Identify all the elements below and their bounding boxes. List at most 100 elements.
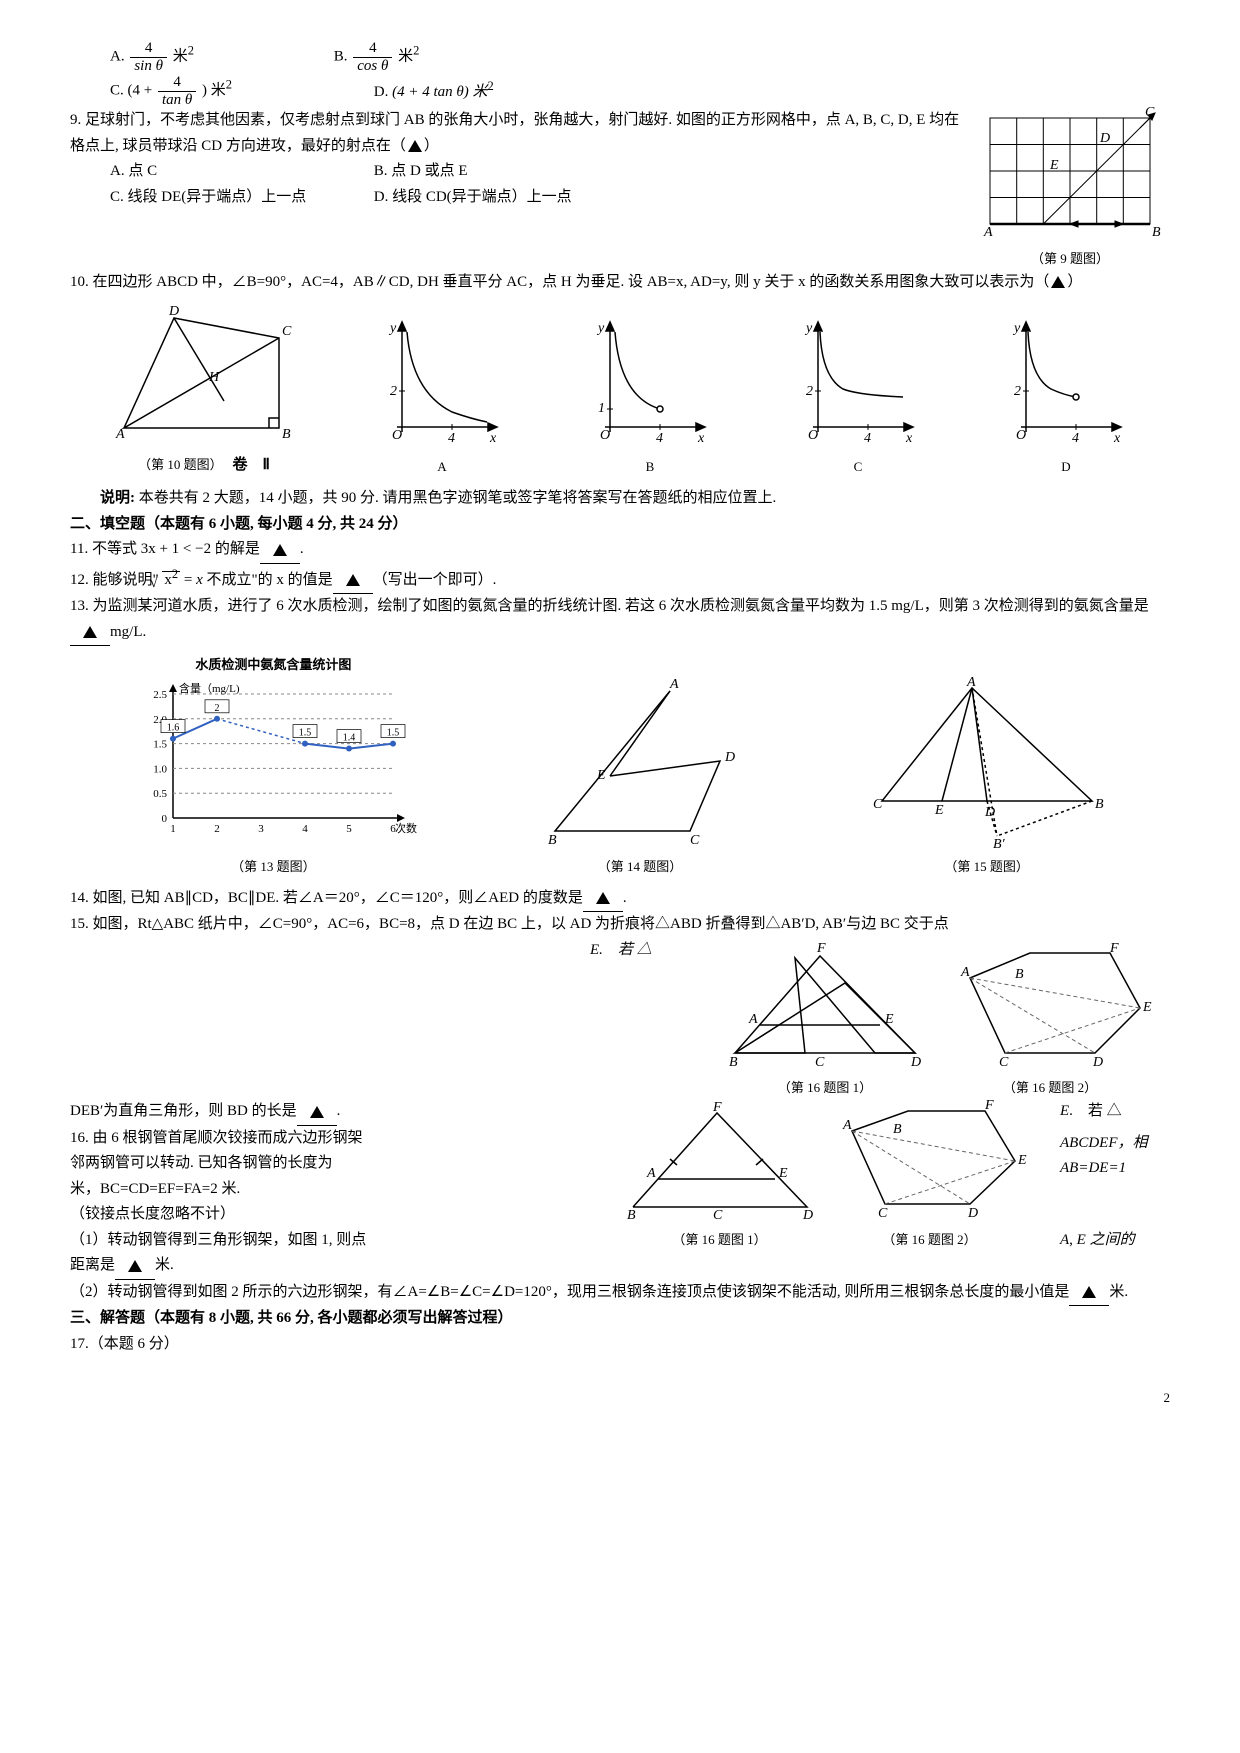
q16-sub1: （1）转动钢管得到三角形钢架，如图 1, 则点 — [70, 1228, 594, 1254]
svg-text:1: 1 — [598, 401, 605, 416]
q9-optB: B. 点 D 或点 E — [374, 159, 594, 185]
svg-text:B: B — [627, 1208, 636, 1223]
svg-text:E: E — [1142, 1000, 1152, 1015]
svg-text:y: y — [388, 321, 397, 336]
svg-text:O: O — [392, 428, 402, 443]
svg-text:1.5: 1.5 — [387, 728, 400, 739]
q15-cont: E. 若 △ — [70, 938, 710, 964]
q15-text: 15. 如图，Rt△ABC 纸片中，∠C=90°，AC=6，BC=8，点 D 在… — [70, 912, 1170, 938]
svg-text:C: C — [815, 1055, 825, 1070]
svg-text:F: F — [1109, 941, 1119, 956]
svg-text:1.4: 1.4 — [343, 733, 356, 744]
svg-text:x: x — [489, 431, 497, 446]
svg-text:B: B — [548, 833, 557, 848]
svg-text:次数: 次数 — [395, 821, 417, 835]
svg-text:x: x — [905, 431, 913, 446]
svg-text:1.0: 1.0 — [154, 764, 168, 776]
svg-text:D: D — [1092, 1055, 1103, 1070]
svg-text:2: 2 — [215, 703, 220, 714]
svg-text:D: D — [1099, 131, 1110, 146]
q16-line1: 16. 由 6 根钢管首尾顺次铰接而成六边形钢架 — [70, 1126, 594, 1152]
svg-text:F: F — [984, 1098, 994, 1113]
q16-sub2: （2）转动钢管得到如图 2 所示的六边形钢架，有∠A=∠B=∠C=∠D=120°… — [70, 1280, 1170, 1307]
q16-figures: F A E B C D （第 16 题图 1） — [710, 938, 1170, 1100]
svg-text:E: E — [596, 768, 606, 783]
svg-text:y: y — [1012, 321, 1021, 336]
svg-text:B: B — [1015, 967, 1024, 982]
svg-text:y: y — [596, 321, 605, 336]
svg-text:A: A — [960, 965, 970, 980]
svg-text:C: C — [1145, 105, 1155, 120]
q16-line4: （铰接点长度忽略不计） — [70, 1202, 594, 1228]
q17: 17.（本题 6 分） — [70, 1332, 1170, 1358]
section3-title: 三、解答题（本题有 8 小题, 共 66 分, 各小题都必须写出解答过程） — [70, 1306, 1170, 1332]
q9-figure: C D E A B （第 9 题图） — [970, 108, 1170, 270]
svg-text:O: O — [1016, 428, 1026, 443]
svg-text:O: O — [600, 428, 610, 443]
svg-text:C: C — [282, 324, 292, 339]
q16-tail2: AB=DE=1 — [1060, 1156, 1170, 1182]
svg-text:B′: B′ — [993, 837, 1006, 852]
svg-text:A: A — [842, 1118, 852, 1133]
svg-text:A: A — [966, 675, 976, 690]
svg-text:C: C — [873, 797, 883, 812]
q8-options: A. 4sin θ 米2 B. 4cos θ 米2 C. (4 + 4tan θ… — [70, 40, 1170, 108]
svg-text:4: 4 — [656, 431, 663, 446]
svg-text:B: B — [1095, 797, 1104, 812]
svg-text:C: C — [878, 1206, 888, 1221]
svg-text:3: 3 — [259, 823, 265, 835]
q8-optC: C. (4 + 4tan θ ) 米2 — [110, 74, 370, 108]
svg-text:1.6: 1.6 — [167, 723, 180, 734]
svg-text:E: E — [778, 1166, 788, 1181]
svg-text:A: A — [646, 1166, 656, 1181]
svg-text:B: B — [893, 1122, 902, 1137]
section2-title: 二、填空题（本题有 6 小题, 每小题 4 分, 共 24 分） — [70, 512, 1170, 538]
svg-text:2.5: 2.5 — [154, 689, 168, 701]
svg-text:C: C — [713, 1208, 723, 1223]
svg-text:C: C — [690, 833, 700, 848]
svg-text:A: A — [748, 1012, 758, 1027]
svg-text:4: 4 — [1072, 431, 1079, 446]
svg-text:0: 0 — [162, 813, 168, 825]
svg-text:2: 2 — [806, 384, 813, 399]
svg-text:A: A — [983, 225, 993, 240]
svg-text:D: D — [967, 1206, 978, 1221]
figs-13-14-15: 水质检测中氨氮含量统计图 00.51.01.52.02.5123456含量（mg… — [70, 654, 1170, 878]
svg-text:D: D — [168, 304, 179, 319]
svg-text:D: D — [802, 1208, 813, 1223]
svg-text:含量（mg/L): 含量（mg/L) — [179, 681, 240, 695]
q15-figure: A C B E D B′ — [867, 676, 1107, 846]
q16-line3: 米，BC=CD=EF=FA=2 米. — [70, 1177, 594, 1203]
svg-text:H: H — [208, 370, 220, 385]
svg-text:2: 2 — [1014, 384, 1021, 399]
svg-text:1.5: 1.5 — [154, 739, 168, 751]
q10-text: 10. 在四边形 ABCD 中，∠B=90°，AC=4，AB∥CD, DH 垂直… — [70, 270, 1170, 296]
instructions-full: 说明: 本卷共有 2 大题，14 小题，共 90 分. 请用黑色字迹钢笔或签字笔… — [70, 486, 1170, 512]
q14-figure: A B C D E — [540, 676, 740, 846]
svg-text:4: 4 — [448, 431, 455, 446]
svg-text:B: B — [1152, 225, 1161, 240]
q12: 12. 能够说明" x2 √ = x 不成立"的 x 的值是（写出一个即可）. — [70, 564, 1170, 595]
svg-text:D: D — [984, 805, 995, 820]
page-number: 2 — [70, 1387, 1170, 1409]
q13-chart-title: 水质检测中氨氮含量统计图 — [133, 654, 413, 676]
svg-text:F: F — [712, 1100, 722, 1115]
svg-text:5: 5 — [347, 823, 353, 835]
svg-text:1.5: 1.5 — [299, 728, 312, 739]
q15-line2: DEB′为直角三角形，则 BD 的长是. — [70, 1099, 594, 1126]
q16-tail3: A, E 之间的 — [1060, 1228, 1170, 1254]
q15-tailE: E. 若 △ — [1060, 1099, 1170, 1125]
q8-optD: D. (4 + 4 tan θ) 米2 — [374, 76, 594, 106]
svg-text:E: E — [1049, 158, 1059, 173]
q10-figures: A B C D H （第 10 题图） 卷 Ⅱ y x O 2 4 A — [70, 303, 1170, 478]
q16-tail1: ABCDEF，相 — [1060, 1131, 1170, 1157]
q8-optB: B. 4cos θ 米2 — [334, 40, 554, 74]
svg-text:C: C — [999, 1055, 1009, 1070]
svg-text:A: A — [115, 427, 125, 442]
q14-text: 14. 如图, 已知 AB∥CD，BC∥DE. 若∠A＝20°，∠C＝120°，… — [70, 886, 1170, 913]
svg-text:O: O — [808, 428, 818, 443]
svg-text:2: 2 — [215, 823, 221, 835]
q9-optD: D. 线段 CD(异于端点）上一点 — [374, 185, 594, 211]
svg-text:1: 1 — [171, 823, 177, 835]
svg-text:D: D — [724, 750, 735, 765]
